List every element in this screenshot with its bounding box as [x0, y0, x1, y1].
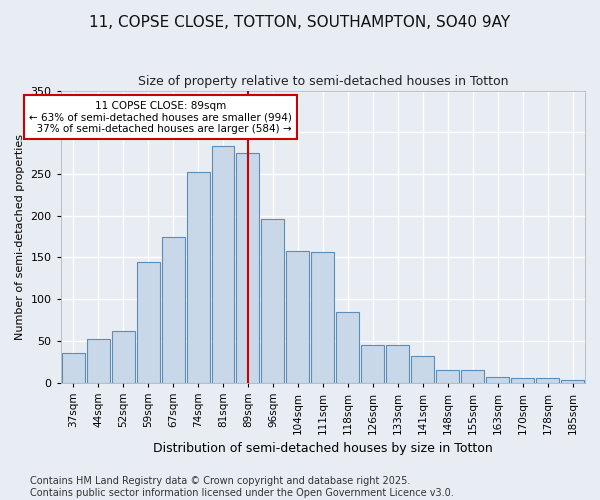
Bar: [236, 153, 259, 382]
Bar: [511, 378, 534, 382]
Bar: [337, 312, 359, 382]
Text: 11 COPSE CLOSE: 89sqm
← 63% of semi-detached houses are smaller (994)
  37% of s: 11 COPSE CLOSE: 89sqm ← 63% of semi-deta…: [29, 100, 292, 134]
Text: Contains HM Land Registry data © Crown copyright and database right 2025.
Contai: Contains HM Land Registry data © Crown c…: [30, 476, 454, 498]
Title: Size of property relative to semi-detached houses in Totton: Size of property relative to semi-detach…: [137, 75, 508, 88]
Bar: [386, 345, 409, 383]
Bar: [112, 331, 134, 382]
Bar: [436, 370, 459, 382]
Bar: [486, 376, 509, 382]
Bar: [311, 252, 334, 382]
Text: 11, COPSE CLOSE, TOTTON, SOUTHAMPTON, SO40 9AY: 11, COPSE CLOSE, TOTTON, SOUTHAMPTON, SO…: [89, 15, 511, 30]
Bar: [411, 356, 434, 382]
Bar: [62, 354, 85, 382]
Bar: [286, 250, 310, 382]
Bar: [461, 370, 484, 382]
Bar: [536, 378, 559, 382]
Bar: [137, 262, 160, 382]
Bar: [187, 172, 209, 382]
Bar: [161, 236, 185, 382]
Bar: [561, 380, 584, 382]
X-axis label: Distribution of semi-detached houses by size in Totton: Distribution of semi-detached houses by …: [153, 442, 493, 455]
Bar: [86, 339, 110, 382]
Bar: [262, 219, 284, 382]
Y-axis label: Number of semi-detached properties: Number of semi-detached properties: [15, 134, 25, 340]
Bar: [212, 146, 235, 382]
Bar: [361, 345, 384, 383]
